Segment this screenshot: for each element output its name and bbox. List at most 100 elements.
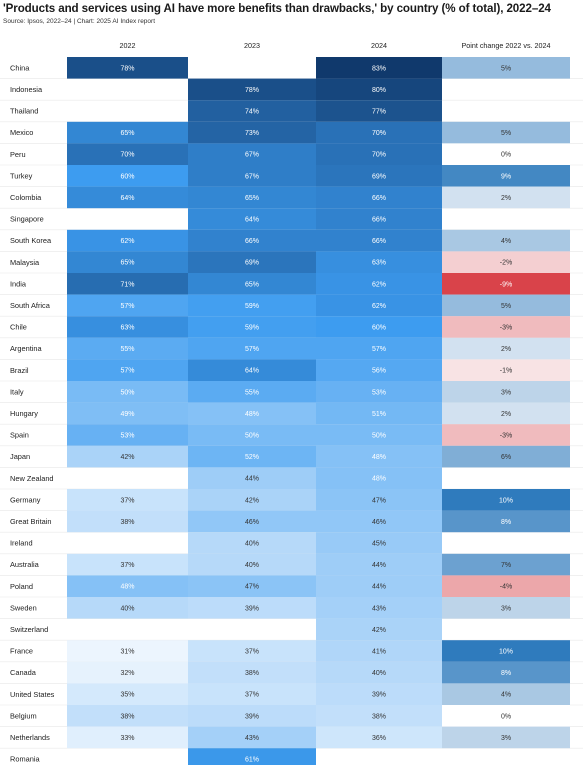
- column-header: 2023: [244, 41, 260, 50]
- country-label: New Zealand: [10, 474, 54, 483]
- heatmap-cell: [188, 424, 316, 446]
- cell-value-label: 53%: [372, 389, 386, 396]
- country-label: Peru: [10, 150, 26, 159]
- heatmap-cell: [316, 165, 442, 187]
- heatmap-cell: [67, 597, 188, 619]
- heatmap-cell: [316, 121, 442, 144]
- change-value-label: 5%: [501, 65, 511, 72]
- change-value-label: 4%: [501, 692, 511, 699]
- chart-title: 'Products and services using AI have mor…: [3, 2, 551, 15]
- heatmap-cell: [316, 78, 442, 101]
- cell-value-label: 44%: [245, 476, 259, 483]
- country-label: Japan: [10, 452, 30, 461]
- change-cell: [442, 294, 570, 317]
- country-label: Colombia: [10, 193, 42, 202]
- heatmap-cell: [188, 726, 316, 749]
- cell-value-label: 33%: [120, 735, 134, 742]
- cell-value-label: 62%: [372, 303, 386, 310]
- heatmap-cell: [316, 726, 442, 749]
- heatmap-cell: [67, 359, 188, 381]
- cell-value-label: 55%: [245, 389, 259, 396]
- cell-value-label: 37%: [120, 562, 134, 569]
- heatmap-cell: [188, 100, 316, 122]
- cell-value-label: 55%: [120, 346, 134, 353]
- country-label: China: [10, 63, 30, 72]
- change-cell: [442, 640, 570, 662]
- cell-value-label: 45%: [372, 541, 386, 548]
- country-label: Malaysia: [10, 258, 40, 267]
- cell-value-label: 73%: [245, 130, 259, 137]
- heatmap-cell: [316, 467, 442, 489]
- cell-value-label: 74%: [245, 109, 259, 116]
- change-cell: [442, 316, 570, 338]
- cell-value-label: 60%: [120, 173, 134, 180]
- cell-value-label: 50%: [372, 433, 386, 440]
- cell-value-label: 60%: [372, 325, 386, 332]
- heatmap-cell: [188, 575, 316, 597]
- cell-value-label: 66%: [372, 195, 386, 202]
- country-label: South Korea: [10, 236, 52, 245]
- cell-value-label: 64%: [245, 217, 259, 224]
- heatmap-cell: [188, 661, 316, 684]
- cell-value-label: 56%: [372, 368, 386, 375]
- change-cell: [442, 553, 570, 576]
- cell-value-label: 50%: [245, 433, 259, 440]
- cell-value-label: 52%: [245, 454, 259, 461]
- cell-value-label: 59%: [245, 303, 259, 310]
- heatmap-cell: [188, 532, 316, 554]
- cell-value-label: 43%: [245, 735, 259, 742]
- heatmap-cell: [67, 510, 188, 533]
- heatmap-cell: [67, 553, 188, 576]
- cell-value-label: 40%: [245, 541, 259, 548]
- heatmap-cell: [316, 381, 442, 403]
- heatmap-cell: [67, 705, 188, 727]
- change-cell: [442, 445, 570, 468]
- heatmap-cell: [316, 100, 442, 122]
- change-cell: [442, 251, 570, 273]
- country-label: Australia: [10, 560, 40, 569]
- heatmap-cell: [188, 467, 316, 489]
- change-cell: [442, 510, 570, 533]
- country-label: Argentina: [10, 344, 43, 353]
- heatmap-cell: [188, 381, 316, 403]
- change-value-label: 10%: [499, 649, 513, 656]
- cell-value-label: 42%: [245, 497, 259, 504]
- change-value-label: 5%: [501, 130, 511, 137]
- heatmap-cell: [188, 251, 316, 273]
- heatmap-cell: [188, 273, 316, 295]
- cell-value-label: 35%: [120, 692, 134, 699]
- heatmap-cell: [316, 359, 442, 381]
- heatmap-cell: [188, 337, 316, 360]
- country-label: Romania: [10, 755, 40, 764]
- change-value-label: 0%: [501, 152, 511, 159]
- change-value-label: 3%: [501, 735, 511, 742]
- cell-value-label: 49%: [120, 411, 134, 418]
- heatmap-cell: [188, 186, 316, 209]
- cell-value-label: 38%: [120, 519, 134, 526]
- heatmap-cell: [316, 532, 442, 554]
- heatmap-cell: [316, 208, 442, 230]
- heatmap-cell: [188, 402, 316, 425]
- heatmap-cell: [188, 748, 316, 765]
- change-cell: [442, 597, 570, 619]
- heatmap-cell: [316, 553, 442, 576]
- heatmap-cell: [316, 316, 442, 338]
- heatmap-cell: [188, 143, 316, 165]
- heatmap-cell: [316, 186, 442, 209]
- heatmap-cell: [67, 143, 188, 165]
- cell-value-label: 64%: [245, 368, 259, 375]
- cell-value-label: 59%: [245, 325, 259, 332]
- country-label: Ireland: [10, 539, 33, 548]
- cell-value-label: 67%: [245, 152, 259, 159]
- cell-value-label: 39%: [245, 605, 259, 612]
- heatmap-cell: [316, 424, 442, 446]
- cell-value-label: 39%: [245, 713, 259, 720]
- cell-value-label: 70%: [372, 130, 386, 137]
- heatmap-cell: [188, 683, 316, 705]
- country-label: Poland: [10, 582, 33, 591]
- cell-value-label: 64%: [120, 195, 134, 202]
- change-cell: [442, 57, 570, 79]
- cell-value-label: 67%: [245, 173, 259, 180]
- heatmap-cell: [67, 57, 188, 79]
